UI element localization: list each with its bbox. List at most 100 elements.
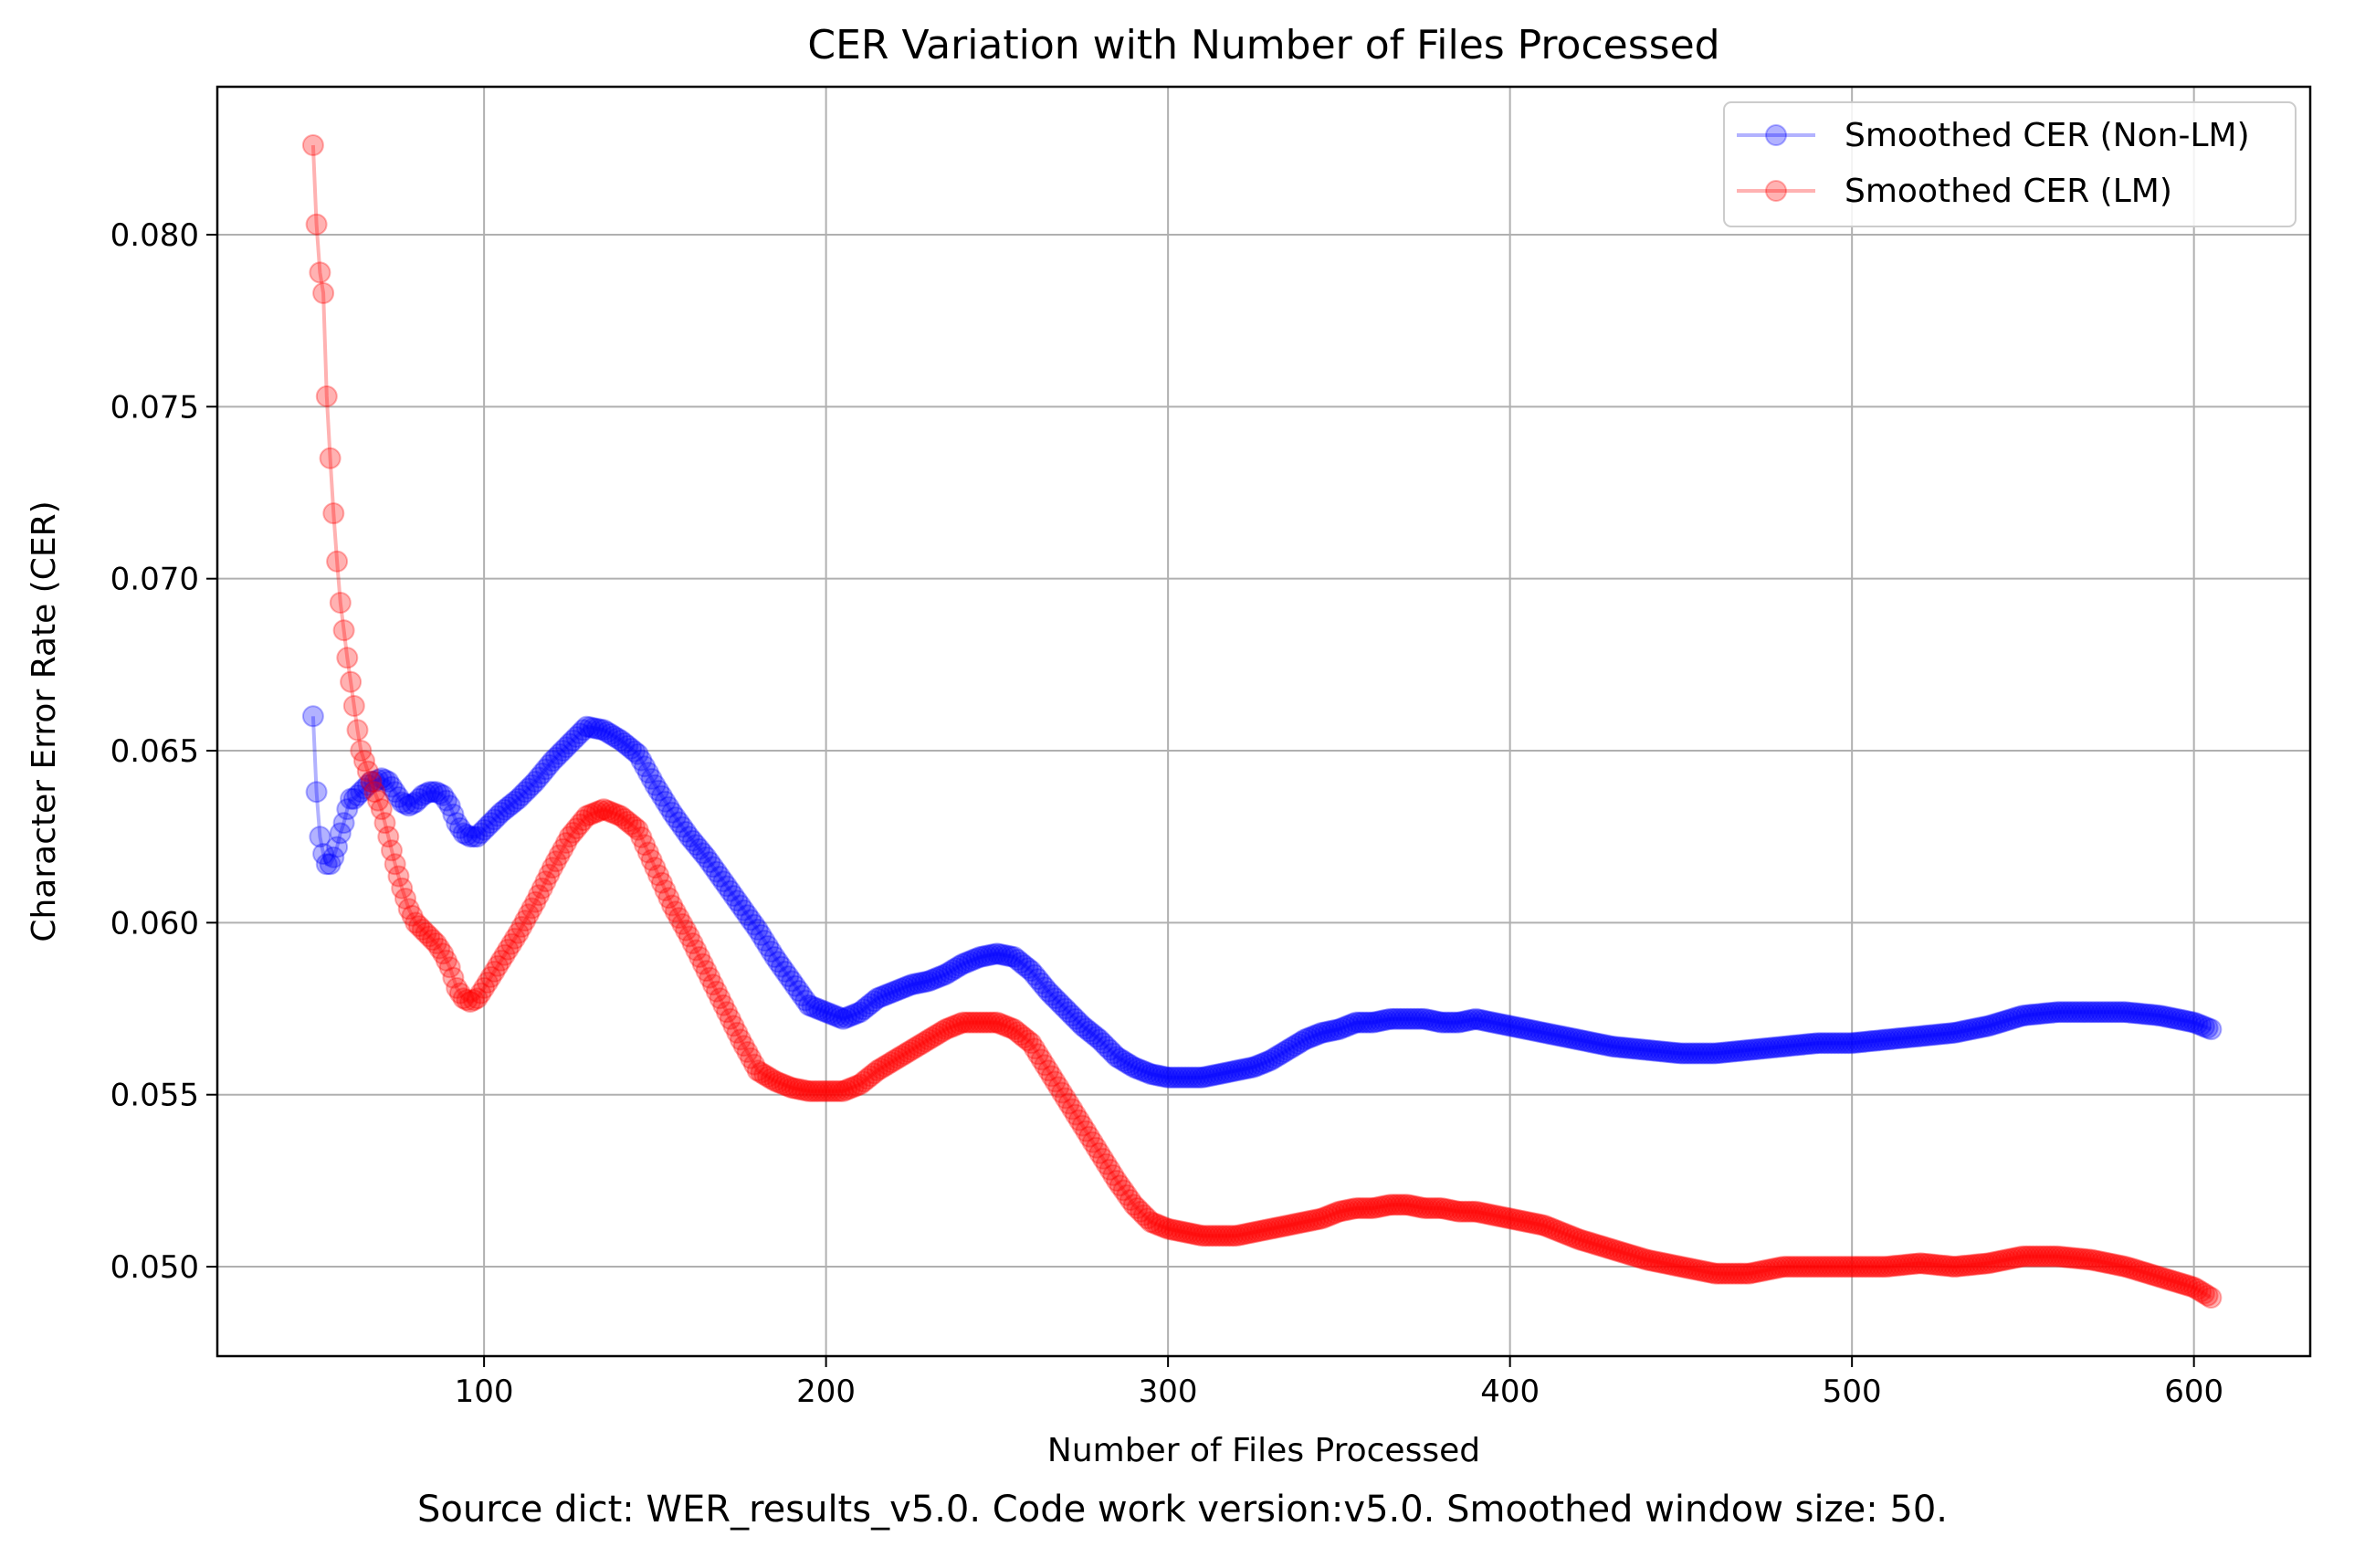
data-point-non-lm	[2059, 1001, 2082, 1024]
data-point-lm	[2045, 1245, 2068, 1268]
data-point-lm	[1792, 1256, 1815, 1279]
data-point-non-lm	[965, 947, 988, 970]
data-point-lm	[1024, 1037, 1046, 1060]
data-point-non-lm	[1225, 1059, 1247, 1082]
data-point-non-lm	[1776, 1035, 1798, 1058]
data-point-non-lm	[1167, 1066, 1190, 1089]
data-point-non-lm	[1365, 1010, 1388, 1033]
data-point-lm	[1820, 1256, 1843, 1279]
data-point-non-lm	[636, 762, 659, 784]
data-point-lm	[941, 1016, 964, 1038]
data-point-non-lm	[1495, 1014, 1518, 1037]
data-point-non-lm	[1369, 1010, 1392, 1033]
data-point-lm	[428, 937, 451, 960]
data-point-lm	[1960, 1254, 1983, 1277]
data-point-non-lm	[593, 719, 615, 742]
data-point-lm	[1861, 1256, 1884, 1279]
data-point-non-lm	[1625, 1037, 1648, 1060]
data-point-non-lm	[1184, 1066, 1207, 1089]
data-point-non-lm	[394, 793, 416, 816]
data-point-non-lm	[1088, 1028, 1111, 1051]
data-point-non-lm	[1557, 1026, 1580, 1049]
data-point-lm	[1939, 1255, 1962, 1278]
data-point-non-lm	[487, 805, 510, 827]
data-point-lm	[1218, 1225, 1241, 1247]
data-point-lm	[476, 971, 499, 994]
data-point-non-lm	[2131, 1003, 2154, 1026]
data-point-lm	[2121, 1258, 2144, 1280]
data-point-non-lm	[1923, 1024, 1945, 1047]
data-point-non-lm	[2135, 1003, 2158, 1026]
data-point-lm	[1016, 1029, 1039, 1052]
data-point-non-lm	[1078, 1020, 1100, 1043]
data-point-lm	[2155, 1268, 2178, 1290]
data-point-lm	[1150, 1215, 1172, 1237]
data-point-lm	[1991, 1249, 2013, 1272]
data-point-lm	[1700, 1261, 1723, 1284]
data-point-non-lm	[342, 787, 365, 810]
data-point-non-lm	[336, 798, 359, 821]
y-tick-label: 0.075	[110, 389, 199, 426]
data-point-non-lm	[1444, 1011, 1466, 1034]
data-point-lm	[1451, 1200, 1474, 1223]
data-point-lm	[572, 809, 594, 832]
data-point-lm	[479, 965, 502, 988]
data-point-lm	[1902, 1253, 1925, 1275]
data-point-lm	[791, 1079, 814, 1101]
data-point-lm	[1964, 1253, 1986, 1276]
data-point-non-lm	[1741, 1038, 1764, 1061]
legend: Smoothed CER (Non-LM) Smoothed CER (LM)	[1723, 101, 2297, 227]
data-point-non-lm	[1806, 1032, 1829, 1055]
data-point-non-lm	[2149, 1005, 2171, 1027]
data-point-non-lm	[2190, 1014, 2213, 1037]
data-point-lm	[1424, 1197, 1446, 1219]
data-point-lm	[1140, 1211, 1162, 1234]
data-point-non-lm	[552, 740, 574, 762]
data-point-non-lm	[1204, 1063, 1227, 1086]
data-point-non-lm	[1146, 1064, 1169, 1087]
data-point-non-lm	[1529, 1021, 1552, 1044]
data-point-non-lm	[678, 826, 700, 848]
data-point-non-lm	[1540, 1023, 1562, 1046]
y-tick-label: 0.055	[110, 1078, 199, 1114]
data-point-non-lm	[1834, 1032, 1856, 1055]
data-point-lm	[1642, 1250, 1665, 1272]
data-point-non-lm	[1379, 1007, 1402, 1030]
data-point-non-lm	[873, 984, 896, 1007]
data-point-lm	[914, 1030, 937, 1053]
data-point-non-lm	[1427, 1010, 1449, 1033]
data-point-lm	[1269, 1215, 1292, 1238]
data-point-lm	[1690, 1259, 1713, 1282]
data-point-lm	[1916, 1253, 1939, 1275]
data-point-lm	[1427, 1197, 1449, 1219]
data-point-lm	[1194, 1225, 1217, 1247]
data-point-non-lm	[1659, 1041, 1682, 1064]
data-point-non-lm	[363, 770, 386, 793]
data-point-lm	[811, 1079, 834, 1102]
data-point-lm	[548, 844, 571, 867]
data-point-non-lm	[2111, 1001, 2133, 1024]
data-point-non-lm	[787, 980, 810, 1002]
data-point-non-lm	[1816, 1032, 1839, 1055]
data-point-non-lm	[2066, 1001, 2089, 1024]
data-point-lm	[1776, 1256, 1798, 1279]
data-point-lm	[1047, 1076, 1070, 1099]
data-point-lm	[2004, 1247, 2027, 1269]
data-point-lm	[497, 938, 520, 961]
data-point-lm	[1550, 1221, 1572, 1244]
data-point-lm	[329, 592, 352, 614]
data-point-non-lm	[630, 749, 653, 772]
data-point-lm	[606, 804, 629, 826]
data-point-non-lm	[1122, 1056, 1145, 1079]
data-point-non-lm	[2002, 1007, 2024, 1030]
data-point-non-lm	[353, 777, 375, 800]
data-point-lm	[534, 870, 557, 893]
data-point-non-lm	[941, 959, 964, 982]
data-point-non-lm	[722, 885, 745, 907]
data-point-lm	[2035, 1245, 2058, 1268]
data-point-non-lm	[719, 879, 741, 902]
data-point-lm	[640, 848, 663, 871]
data-point-lm	[1816, 1256, 1839, 1279]
data-point-non-lm	[432, 784, 455, 806]
data-point-lm	[609, 805, 632, 827]
